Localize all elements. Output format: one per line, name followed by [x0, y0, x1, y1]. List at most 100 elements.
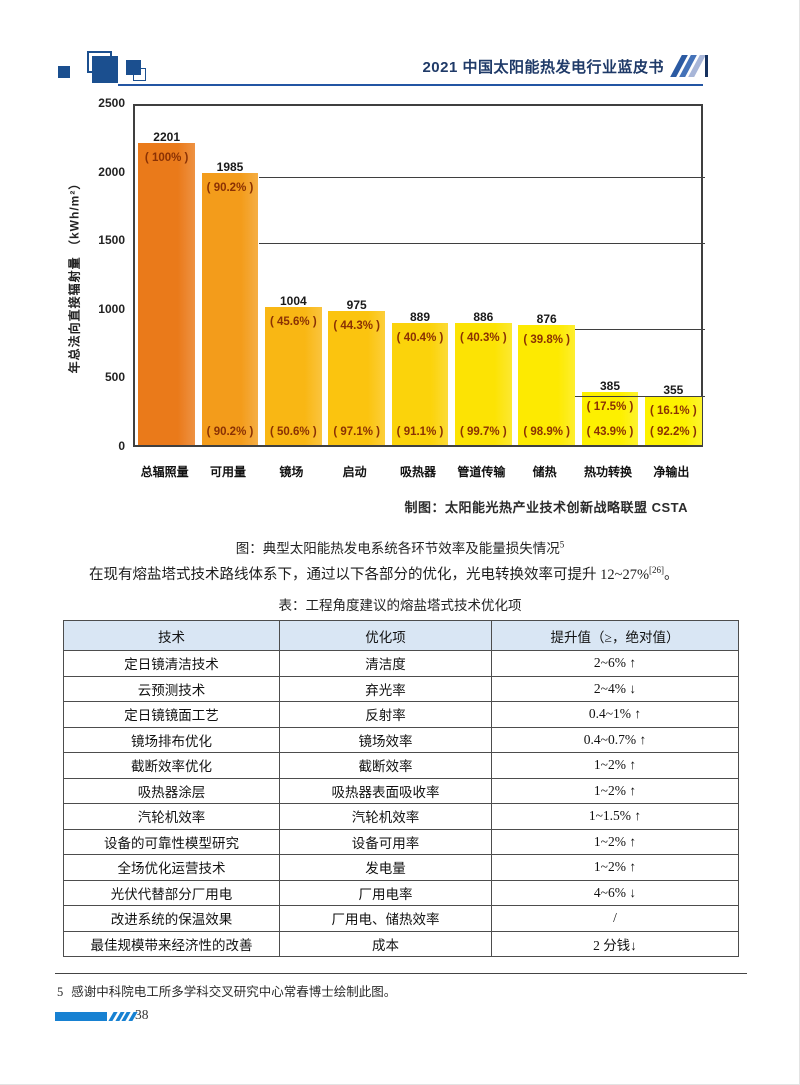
x-tick-label: 管道传输 — [457, 465, 506, 479]
figure-caption-footnote-ref: 5 — [559, 539, 565, 550]
table-cell: 1~2% ↑ — [491, 777, 739, 804]
y-tick-label: 2500 — [98, 96, 125, 110]
table-cell: 截断效率优化 — [63, 752, 280, 779]
bar-bottom-percent: ( 92.2% ) — [649, 426, 697, 438]
table-cell: 0.4~1% ↑ — [491, 701, 739, 728]
bar-bottom-percent: ( 98.9% ) — [523, 426, 570, 438]
bar — [581, 392, 639, 445]
bar-value-label: 975 — [346, 298, 367, 313]
bar-top-percent: ( 45.6% ) — [269, 316, 317, 329]
table-row: 最佳规模带来经济性的改善 成本 2 分钱↓ — [63, 930, 739, 957]
table-cell: 汽轮机效率 — [63, 803, 280, 830]
table-row: 定日镜镜面工艺 反射率 0.4~1% ↑ — [63, 701, 739, 728]
table-cell: 设备可用率 — [279, 828, 492, 855]
table-cell: 设备的可靠性模型研究 — [63, 828, 280, 855]
table-header-cell: 技术 — [63, 620, 280, 651]
ref-line — [575, 396, 705, 398]
chart-attribution: 制图：太阳能光热产业技术创新战略联盟 CSTA — [404, 500, 688, 515]
bar-value-label: 1985 — [216, 159, 244, 174]
table-cell: / — [491, 905, 739, 932]
bar-value-label: 889 — [409, 310, 431, 325]
table-row: 光伏代替部分厂用电 厂用电率 4~6% ↓ — [63, 879, 739, 906]
y-axis-label: 年总法向直接辐射量 （kWh/m²） — [67, 176, 82, 374]
table-cell: 1~1.5% ↑ — [491, 803, 739, 830]
footnote-marker: 5 — [57, 985, 64, 999]
bar-value-label: 355 — [663, 383, 684, 398]
bar-value-label: 2201 — [153, 130, 181, 145]
table-cell: 截断效率 — [279, 752, 492, 779]
table-header-cell: 优化项 — [279, 620, 492, 651]
optimization-table: 技术 优化项 提升值（≥，绝对值） 定日镜清洁技术 清洁度 2~6% ↑ 云预测技术 弃光率… — [63, 620, 739, 957]
table-cell: 光伏代替部分厂用电 — [63, 879, 280, 906]
efficiency-cascade-chart: 年总法向直接辐射量 （kWh/m²） 2201 ( 100% ) 1985 ( 90.… — [0, 95, 799, 525]
bar — [138, 143, 196, 445]
table-caption: 表：工程角度建议的熔盐塔式技术优化项 — [278, 598, 522, 613]
bar — [391, 323, 449, 445]
table-cell: 吸热器涂层 — [63, 777, 280, 804]
bar-top-percent: ( 44.3% ) — [333, 320, 380, 333]
ref-line — [575, 328, 705, 330]
logo-square-small-left — [58, 66, 70, 78]
figure-caption-text: 图：典型太阳能热发电系统各环节效率及能量损失情况 — [235, 541, 560, 556]
table-row: 截断效率优化 截断效率 1~2% ↑ — [63, 752, 739, 779]
table-cell: 汽轮机效率 — [279, 803, 492, 830]
bar — [328, 311, 386, 445]
table-cell: 1~2% ↑ — [491, 828, 739, 855]
bar — [518, 324, 576, 445]
bar-value-label: 1004 — [279, 294, 307, 309]
table-cell: 全场优化运营技术 — [63, 854, 280, 881]
table-cell: 2~4% ↓ — [491, 675, 739, 702]
bar-top-percent: ( 17.5% ) — [586, 401, 634, 414]
table-row: 设备的可靠性模型研究 设备可用率 1~2% ↑ — [63, 828, 739, 855]
table-row: 镜场排布优化 镜场效率 0.4~0.7% ↑ — [63, 726, 739, 753]
y-tick-label: 2000 — [98, 164, 125, 179]
x-tick-label: 镜场 — [279, 465, 304, 479]
table-cell: 0.4~0.7% ↑ — [491, 726, 739, 753]
citation-ref: [26] — [649, 565, 665, 575]
footnote: 5 感谢中科院电工所多学科交叉研究中心常春博士绘制此图。 — [57, 981, 396, 1000]
table-cell: 2~6% ↑ — [491, 650, 739, 677]
footnote-text: 感谢中科院电工所多学科交叉研究中心常春博士绘制此图。 — [71, 985, 397, 999]
table-row: 吸热器涂层 吸热器表面吸收率 1~2% ↑ — [63, 777, 739, 804]
paragraph-text: 在现有熔盐塔式技术路线体系下，通过以下各部分的优化，光电转换效率可提升 12~2… — [89, 566, 650, 583]
bar-bottom-percent: ( 50.6% ) — [269, 426, 317, 438]
x-tick-label: 总辐照量 — [140, 465, 189, 479]
figure-caption: 图：典型太阳能热发电系统各环节效率及能量损失情况5 — [0, 537, 799, 557]
bar-value-label: 385 — [599, 379, 621, 394]
bar — [644, 396, 702, 445]
table-cell: 1~2% ↑ — [491, 854, 739, 881]
report-title: 2021 中国太阳能热发电行业蓝皮书 — [422, 59, 664, 76]
table-cell: 厂用电率 — [279, 879, 492, 906]
bar-value-label: 876 — [536, 311, 557, 326]
paragraph-period: 。 — [664, 566, 679, 583]
table-cell: 2 分钱↓ — [491, 930, 739, 957]
bar-bottom-percent: ( 99.7% ) — [459, 426, 507, 438]
bar-bottom-percent: ( 97.1% ) — [333, 426, 380, 438]
bar-bottom-percent: ( 43.9% ) — [586, 426, 634, 438]
table-cell: 云预测技术 — [63, 675, 280, 702]
y-tick-label: 0 — [118, 439, 125, 453]
bar — [201, 172, 259, 445]
header-slashes-icon — [670, 55, 710, 77]
x-tick-label: 净输出 — [653, 465, 690, 479]
bar-top-percent: ( 40.4% ) — [396, 332, 444, 345]
y-tick-label: 500 — [104, 370, 125, 385]
logo-square-filled-small — [126, 60, 141, 75]
table-cell: 成本 — [279, 930, 492, 957]
header-rule — [118, 84, 703, 86]
table-header-row: 技术 优化项 提升值（≥，绝对值） — [63, 620, 739, 651]
bar-value-label: 886 — [473, 310, 494, 325]
table-cell: 清洁度 — [279, 650, 492, 677]
footnote-divider — [55, 973, 747, 974]
table-header-cell: 提升值（≥，绝对值） — [491, 620, 739, 651]
bar — [264, 307, 322, 445]
x-tick-label: 可用量 — [209, 465, 247, 479]
table-cell: 改进系统的保温效果 — [63, 905, 280, 932]
bar — [454, 323, 512, 445]
logo-square-filled-large — [92, 56, 118, 83]
bar-bottom-percent: ( 90.2% ) — [206, 426, 254, 438]
table-cell: 厂用电、储热效率 — [279, 905, 492, 932]
ref-line — [258, 176, 705, 178]
table-cell: 反射率 — [279, 701, 492, 728]
table-row: 全场优化运营技术 发电量 1~2% ↑ — [63, 854, 739, 881]
